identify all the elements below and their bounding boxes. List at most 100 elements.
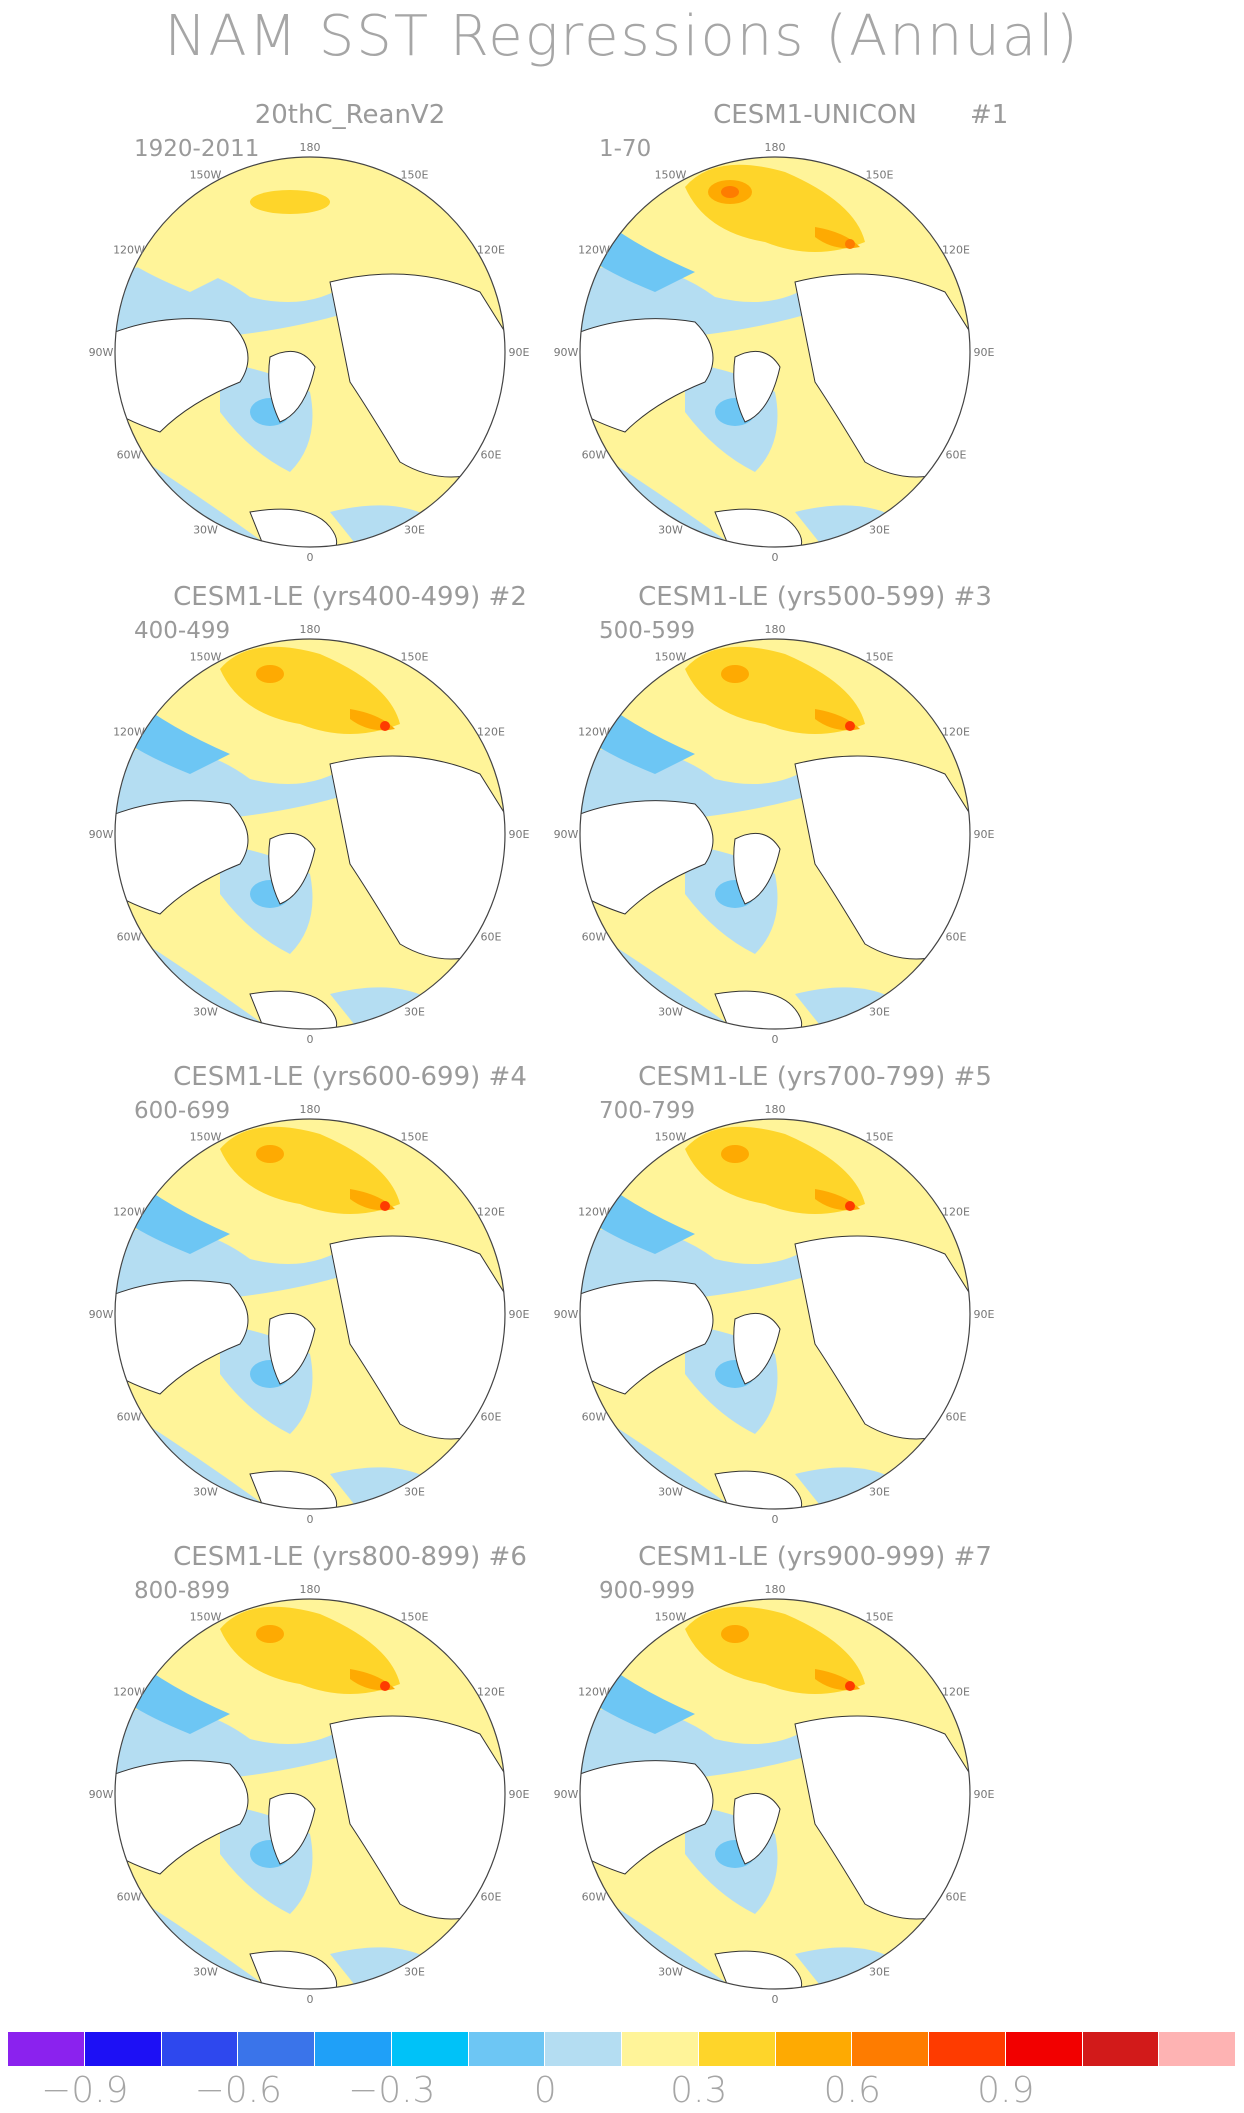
colorbar-label: 0.3 [670,2070,728,2111]
longitude-label: 180 [300,623,321,636]
longitude-label: 150W [655,1610,687,1623]
longitude-label: 150W [655,650,687,663]
longitude-label: 30E [404,1486,425,1499]
panel-title: CESM1-LE (yrs400-499) #2 [173,582,527,612]
longitude-label: 150E [401,168,429,181]
panel-period: 1920-2011 [134,136,260,162]
longitude-label: 30E [869,1006,890,1019]
colorbar-cell [1159,2032,1236,2066]
longitude-label: 120E [942,726,970,739]
polar-map: 180 150E 120E 90E 60E 30E 0 30W 60W 90W 120W 150W [89,1103,530,1526]
longitude-label: 60W [582,449,607,462]
longitude-label: 180 [300,141,321,154]
longitude-label: 0 [307,1513,314,1526]
colorbar-cell [8,2032,85,2066]
longitude-label: 0 [307,1033,314,1046]
longitude-label: 30W [193,1006,218,1019]
colorbar-label: 0.9 [977,2070,1035,2111]
longitude-label: 60E [481,1891,502,1904]
longitude-label: 30W [193,524,218,537]
longitude-label: 30E [869,1486,890,1499]
longitude-label: 60E [481,1411,502,1424]
longitude-label: 30W [658,1486,683,1499]
longitude-label: 90E [509,1308,530,1321]
longitude-label: 0 [307,1993,314,2006]
colorbar-label: −0.6 [194,2070,282,2111]
longitude-label: 150E [866,1130,894,1143]
longitude-label: 0 [772,551,779,564]
longitude-label: 0 [307,551,314,564]
colorbar-cell [775,2032,853,2066]
longitude-label: 30E [869,524,890,537]
panel-period: 800-899 [134,1578,231,1604]
panel-period: 700-799 [599,1098,696,1124]
longitude-label: 90W [554,1788,579,1801]
longitude-label: 30E [404,524,425,537]
colorbar-label: −0.3 [348,2070,436,2111]
longitude-label: 60E [946,449,967,462]
longitude-label: 90E [509,346,530,359]
longitude-label: 30W [658,524,683,537]
longitude-label: 150E [401,1610,429,1623]
panel-title: CESM1-LE (yrs700-799) #5 [638,1062,992,1092]
longitude-label: 30W [193,1486,218,1499]
longitude-label: 0 [772,1513,779,1526]
longitude-label: 150W [190,650,222,663]
longitude-label: 90W [554,828,579,841]
longitude-label: 90W [89,346,114,359]
longitude-label: 30W [658,1966,683,1979]
longitude-label: 180 [300,1103,321,1116]
longitude-label: 30E [869,1966,890,1979]
longitude-label: 120E [942,1206,970,1219]
panel-title: CESM1-LE (yrs600-699) #4 [173,1062,527,1092]
longitude-label: 120W [578,726,610,739]
colorbar-cell [238,2032,315,2066]
longitude-label: 60W [117,931,142,944]
longitude-label: 90E [974,346,995,359]
panel-title: CESM1-LE (yrs500-599) #3 [638,582,992,612]
longitude-label: 150E [401,1130,429,1143]
longitude-label: 30E [404,1006,425,1019]
panel-title: CESM1-UNICON [713,100,917,130]
longitude-label: 150W [190,1130,222,1143]
longitude-label: 180 [765,1103,786,1116]
longitude-label: 90E [509,828,530,841]
longitude-label: 120E [477,726,505,739]
map-panel: CESM1-LE (yrs600-699) #4 600-699 180 150E 12… [89,1062,590,1532]
map-panel: CESM1-LE (yrs800-899) #6 800-899 180 150E 12… [89,1542,590,2012]
longitude-label: 60E [481,449,502,462]
longitude-label: 150W [190,168,222,181]
longitude-label: 0 [772,1033,779,1046]
longitude-label: 30W [193,1966,218,1979]
map-panel: 20thC_ReanV2 1920-2011 180 150E 120E 90E 60E 30… [89,100,590,570]
longitude-label: 120W [113,1686,145,1699]
longitude-label: 120W [113,726,145,739]
panel-period: 400-499 [134,618,231,644]
longitude-label: 30W [658,1006,683,1019]
map-panel: CESM1-LE (yrs900-999) #7 900-999 180 150E 12… [554,1542,1055,2012]
longitude-label: 60E [481,931,502,944]
polar-map: 180 150E 120E 90E 60E 30E 0 30W 60W 90W 120W 150W [554,623,995,1046]
longitude-label: 150W [190,1610,222,1623]
longitude-label: 150E [401,650,429,663]
panel-period: 1-70 [599,136,652,162]
longitude-label: 150E [866,1610,894,1623]
longitude-label: 90E [974,1788,995,1801]
panel-title: CESM1-LE (yrs900-999) #7 [638,1542,992,1572]
colorbar-cell [1082,2032,1160,2066]
longitude-label: 180 [765,141,786,154]
longitude-label: 90W [554,346,579,359]
map-panel: CESM1-LE (yrs500-599) #3 500-599 180 150E 12… [554,582,1055,1052]
longitude-label: 150W [655,168,687,181]
longitude-label: 120E [942,1686,970,1699]
longitude-label: 120W [578,1686,610,1699]
longitude-label: 60W [582,1411,607,1424]
longitude-label: 60E [946,931,967,944]
polar-map: 180 150E 120E 90E 60E 30E 0 30W 60W 90W 120W 150W [89,141,530,564]
longitude-label: 90W [554,1308,579,1321]
colorbar-cell [161,2032,239,2066]
colorbar-cell [622,2032,699,2066]
longitude-label: 60W [117,1411,142,1424]
polar-map: 180 150E 120E 90E 60E 30E 0 30W 60W 90W 120W 150W [89,1583,530,2006]
colorbar-cell [315,2032,392,2066]
